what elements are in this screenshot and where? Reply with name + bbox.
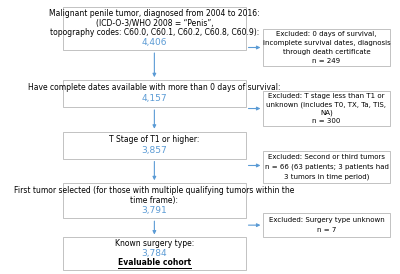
Text: n = 7: n = 7 — [317, 227, 336, 233]
Text: First tumor selected (for those with multiple qualifying tumors within the: First tumor selected (for those with mul… — [14, 186, 294, 195]
Text: Malignant penile tumor, diagnosed from 2004 to 2016:: Malignant penile tumor, diagnosed from 2… — [49, 9, 260, 18]
Text: 4,406: 4,406 — [142, 38, 167, 47]
Text: n = 249: n = 249 — [312, 58, 340, 64]
FancyBboxPatch shape — [263, 213, 390, 237]
Text: topography codes: C60.0, C60.1, C60.2, C60.8, C60.9):: topography codes: C60.0, C60.1, C60.2, C… — [50, 28, 259, 37]
Text: Known surgery type:: Known surgery type: — [115, 239, 194, 248]
Text: unknown (includes T0, TX, Ta, TIS,: unknown (includes T0, TX, Ta, TIS, — [266, 101, 386, 108]
Text: n = 66 (63 patients; 3 patients had: n = 66 (63 patients; 3 patients had — [264, 164, 388, 170]
Text: 3,784: 3,784 — [142, 249, 167, 258]
Text: n = 300: n = 300 — [312, 118, 341, 124]
FancyBboxPatch shape — [263, 150, 390, 183]
Text: 3,791: 3,791 — [142, 206, 167, 215]
Text: 3,857: 3,857 — [142, 145, 167, 155]
Text: (ICD-O-3/WHO 2008 = “Penis”,: (ICD-O-3/WHO 2008 = “Penis”, — [96, 19, 213, 28]
Text: Evaluable cohort: Evaluable cohort — [118, 258, 191, 267]
Text: T Stage of T1 or higher:: T Stage of T1 or higher: — [109, 135, 200, 144]
Text: through death certificate: through death certificate — [283, 49, 370, 55]
Text: Excluded: 0 days of survival,: Excluded: 0 days of survival, — [276, 31, 377, 37]
Text: incomplete survival dates, diagnosis: incomplete survival dates, diagnosis — [263, 40, 390, 46]
FancyBboxPatch shape — [63, 237, 246, 270]
Text: NA): NA) — [320, 109, 333, 116]
Text: Excluded: Second or third tumors: Excluded: Second or third tumors — [268, 154, 385, 160]
Text: Excluded: Surgery type unknown: Excluded: Surgery type unknown — [269, 217, 384, 223]
FancyBboxPatch shape — [63, 132, 246, 159]
Text: time frame):: time frame): — [130, 196, 178, 205]
FancyBboxPatch shape — [263, 91, 390, 126]
FancyBboxPatch shape — [63, 80, 246, 107]
Text: Excluded: T stage less than T1 or: Excluded: T stage less than T1 or — [268, 93, 385, 99]
Text: Have complete dates available with more than 0 days of survival:: Have complete dates available with more … — [28, 83, 281, 92]
FancyBboxPatch shape — [63, 7, 246, 50]
Text: 3 tumors in time period): 3 tumors in time period) — [284, 173, 369, 180]
Text: 4,157: 4,157 — [142, 94, 167, 103]
FancyBboxPatch shape — [263, 28, 390, 67]
FancyBboxPatch shape — [63, 183, 246, 218]
